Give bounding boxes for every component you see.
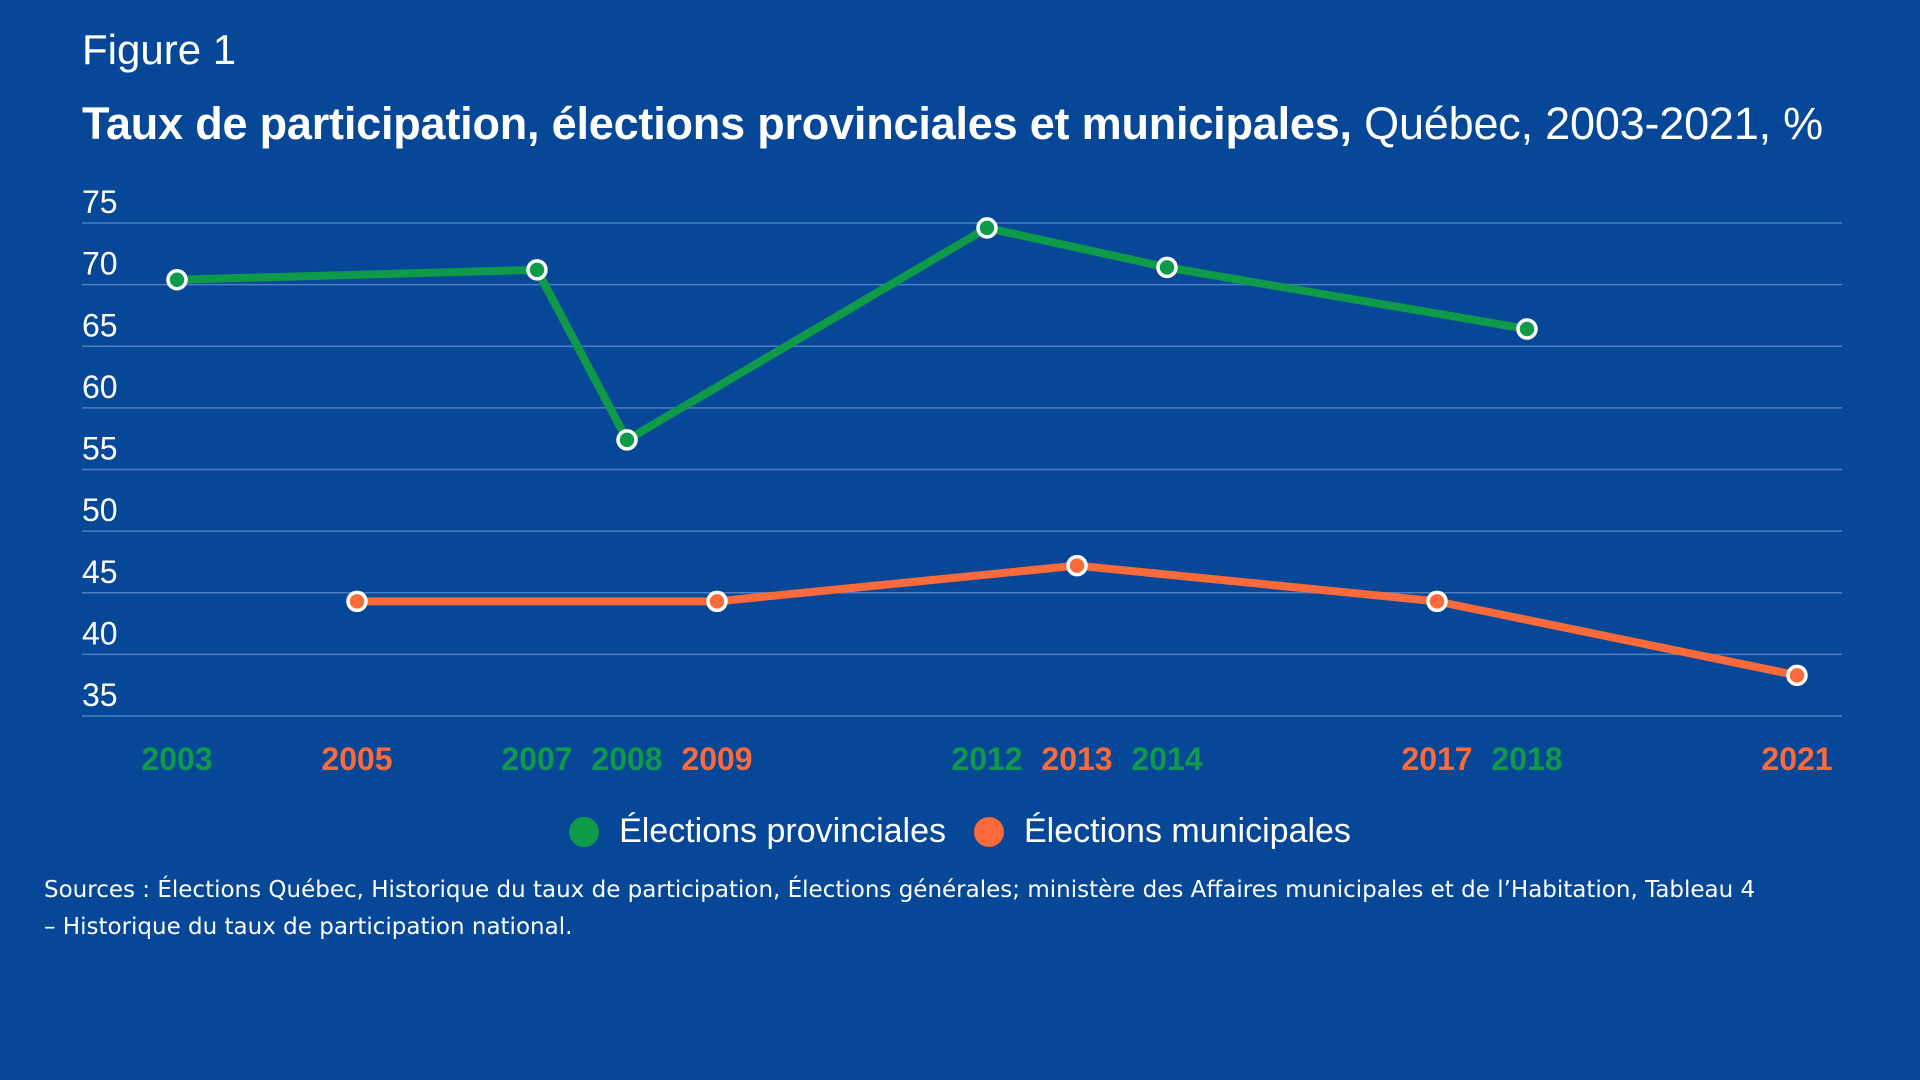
series-line-municipal bbox=[353, 561, 1801, 680]
legend-marker-provincial bbox=[569, 816, 600, 847]
data-point-provincial-2003 bbox=[166, 268, 188, 291]
data-point-municipal-2013 bbox=[1066, 554, 1088, 577]
data-point-municipal-2021 bbox=[1786, 664, 1808, 687]
x-tick-label-2008: 2008 bbox=[591, 741, 662, 777]
y-tick-label-40: 40 bbox=[82, 615, 118, 651]
x-tick-label-2013: 2013 bbox=[1041, 741, 1112, 777]
grid-lines bbox=[82, 222, 1842, 717]
x-tick-label-2014: 2014 bbox=[1131, 741, 1202, 777]
x-tick-label-2018: 2018 bbox=[1491, 741, 1562, 777]
y-tick-label-35: 35 bbox=[82, 677, 118, 713]
sources-note: Sources : Élections Québec, Historique d… bbox=[44, 877, 1756, 940]
legend-label-provincial: Élections provinciales bbox=[619, 812, 946, 850]
y-tick-label-60: 60 bbox=[82, 369, 118, 405]
legend-item-provincial[interactable]: Élections provinciales bbox=[569, 812, 946, 851]
data-point-provincial-2012 bbox=[976, 217, 998, 239]
legend-label-municipal: Élections municipales bbox=[1024, 812, 1351, 850]
chart-title-bold: Taux de participation, élections provinc… bbox=[82, 98, 1352, 149]
data-point-provincial-2008 bbox=[616, 429, 638, 451]
x-tick-label-2012: 2012 bbox=[951, 741, 1022, 777]
data-point-municipal-2017 bbox=[1426, 590, 1448, 613]
legend: Élections provinciales Élections municip… bbox=[0, 812, 1920, 851]
x-tick-label-2009: 2009 bbox=[681, 741, 752, 777]
x-tick-label-2003: 2003 bbox=[141, 741, 212, 777]
y-tick-label-55: 55 bbox=[82, 431, 118, 467]
data-point-provincial-2014 bbox=[1156, 256, 1178, 279]
y-tick-label-65: 65 bbox=[82, 307, 118, 343]
legend-marker-municipal bbox=[974, 816, 1004, 847]
y-tick-label-45: 45 bbox=[82, 554, 118, 590]
x-tick-label-2007: 2007 bbox=[501, 741, 572, 777]
chart-title-subtitle: Québec, 2003-2021, % bbox=[1364, 98, 1823, 149]
legend-item-municipal[interactable]: Élections municipales bbox=[974, 812, 1351, 851]
data-point-provincial-2007 bbox=[526, 259, 548, 281]
x-tick-label-2005: 2005 bbox=[321, 741, 392, 777]
x-tick-label-2021: 2021 bbox=[1761, 741, 1832, 777]
x-tick-label-2017: 2017 bbox=[1401, 741, 1472, 777]
figure-label: Figure 1 bbox=[82, 26, 237, 73]
series-points bbox=[166, 217, 1808, 687]
data-point-municipal-2005 bbox=[346, 590, 368, 613]
y-axis-ticks: 75 70 65 60 55 50 45 40 35 bbox=[82, 184, 118, 713]
y-tick-label-50: 50 bbox=[82, 492, 118, 528]
series-lines bbox=[173, 223, 1801, 680]
data-point-municipal-2009 bbox=[706, 590, 728, 613]
x-axis-ticks: 2003 2005 2007 2008 2009 2012 2013 2014 2017 2018… bbox=[141, 741, 1832, 777]
series-line-provincial bbox=[173, 223, 1531, 444]
chart-title: Taux de participation, élections provinc… bbox=[82, 98, 1823, 150]
data-point-provincial-2018 bbox=[1516, 318, 1538, 340]
y-tick-label-70: 70 bbox=[82, 246, 118, 282]
y-tick-label-75: 75 bbox=[82, 184, 118, 220]
